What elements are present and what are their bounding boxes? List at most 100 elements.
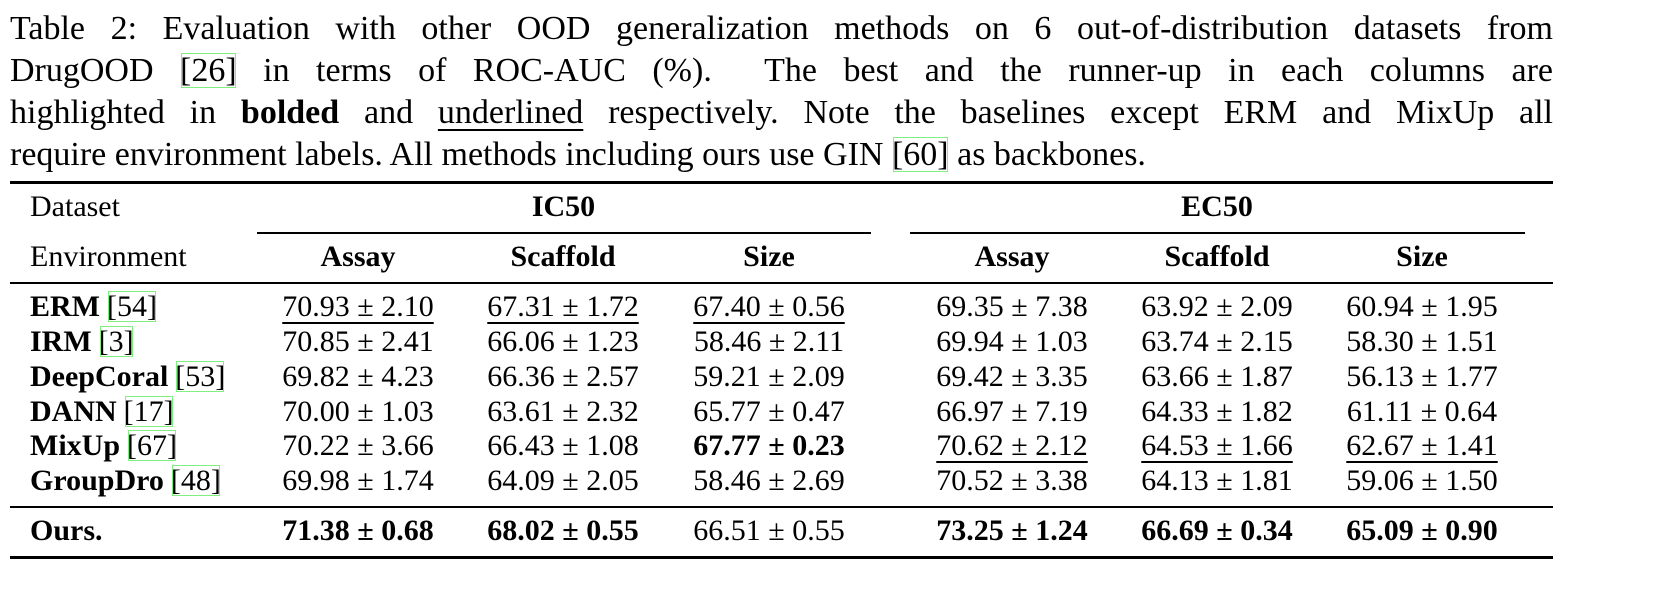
result-value: 66.69 ± 0.34 [1141, 514, 1293, 547]
caption-line: require environment labels. All methods … [10, 134, 1553, 176]
group-header: EC50 [1181, 190, 1253, 223]
result-cell: 63.66 ± 1.87 [1141, 359, 1292, 395]
result-value: 71.38 ± 0.68 [282, 514, 434, 547]
result-value: 65.77 ± 0.47 [693, 395, 845, 428]
method-name: DeepCoral [53] [30, 359, 225, 395]
result-cell: 69.94 ± 1.03 [936, 324, 1087, 360]
result-cell: 63.92 ± 2.09 [1141, 289, 1292, 325]
citation: [48] [170, 464, 221, 497]
method-name: IRM [3] [30, 324, 134, 360]
result-cell: 66.97 ± 7.19 [936, 394, 1087, 430]
result-value: 69.35 ± 7.38 [936, 290, 1088, 323]
caption-text: as backbones. [948, 136, 1146, 173]
result-cell: 65.09 ± 0.90 [1346, 513, 1497, 549]
method-name: GroupDro [48] [30, 463, 221, 499]
result-value: 58.30 ± 1.51 [1346, 325, 1498, 358]
result-value: 70.00 ± 1.03 [282, 395, 434, 428]
method-name: Ours. [30, 513, 103, 549]
result-cell: 63.61 ± 2.32 [487, 394, 638, 430]
method-name: DANN [17] [30, 394, 174, 430]
method-label: DeepCoral [30, 360, 169, 393]
result-value: 63.61 ± 2.32 [487, 395, 639, 428]
table-rule [910, 232, 1525, 234]
result-value: 66.51 ± 0.55 [693, 514, 845, 547]
header-label: Environment [30, 240, 187, 273]
citation: [3] [98, 325, 134, 358]
result-value: 63.74 ± 2.15 [1141, 325, 1293, 358]
result-cell: 70.22 ± 3.66 [282, 428, 433, 464]
result-value: 58.46 ± 2.11 [693, 325, 845, 358]
result-cell: 68.02 ± 0.55 [487, 513, 638, 549]
table-rule [257, 232, 871, 234]
result-cell: 59.06 ± 1.50 [1346, 463, 1497, 499]
result-cell: 56.13 ± 1.77 [1346, 359, 1497, 395]
result-cell: 71.38 ± 0.68 [282, 513, 433, 549]
caption-text: Table 2: Evaluation with other OOD gener… [10, 10, 1553, 47]
result-cell: 64.33 ± 1.82 [1141, 394, 1292, 430]
citation: [17] [123, 395, 174, 428]
result-cell: 64.09 ± 2.05 [487, 463, 638, 499]
table-rule [10, 181, 1553, 184]
table-rule [10, 556, 1553, 559]
citation: [54] [107, 290, 157, 323]
result-value: 65.09 ± 0.90 [1346, 514, 1498, 547]
result-cell: 66.06 ± 1.23 [487, 324, 638, 360]
result-value: 70.62 ± 2.12 [936, 429, 1088, 462]
result-value: 67.77 ± 0.23 [693, 429, 845, 462]
caption-line: DrugOOD [26] in terms of ROC-AUC (%). Th… [10, 50, 1553, 92]
method-name: ERM [54] [30, 289, 157, 325]
column-header: Size [1396, 240, 1448, 273]
method-label: Ours. [30, 514, 103, 547]
table-rule [10, 282, 1553, 284]
result-value: 62.67 ± 1.41 [1346, 429, 1498, 462]
method-name: MixUp [67] [30, 428, 177, 464]
caption-text: [60] [891, 136, 949, 173]
result-cell: 62.67 ± 1.41 [1346, 428, 1497, 464]
column-header: Assay [320, 240, 396, 273]
result-cell: 66.43 ± 1.08 [487, 428, 638, 464]
citation: [53] [175, 360, 226, 393]
result-cell: 69.98 ± 1.74 [282, 463, 433, 499]
result-cell: 70.62 ± 2.12 [936, 428, 1087, 464]
result-cell: 70.93 ± 2.10 [282, 289, 433, 325]
result-value: 64.13 ± 1.81 [1141, 464, 1293, 497]
caption-text: DrugOOD [10, 52, 181, 89]
caption-text: and [339, 94, 438, 131]
caption-text: [26] [180, 52, 237, 89]
caption-text: in terms of ROC-AUC (%). The best and th… [236, 52, 1553, 89]
caption-text: require environment labels. All methods … [10, 136, 892, 173]
result-value: 64.53 ± 1.66 [1141, 429, 1293, 462]
result-cell: 69.35 ± 7.38 [936, 289, 1087, 325]
result-cell: 67.77 ± 0.23 [693, 428, 844, 464]
result-cell: 61.11 ± 0.64 [1347, 394, 1497, 430]
result-cell: 58.30 ± 1.51 [1346, 324, 1497, 360]
result-value: 66.36 ± 2.57 [487, 360, 639, 393]
result-value: 63.92 ± 2.09 [1141, 290, 1293, 323]
result-cell: 66.36 ± 2.57 [487, 359, 638, 395]
method-label: IRM [30, 325, 92, 358]
citation: [67] [127, 429, 177, 462]
result-value: 69.82 ± 4.23 [282, 360, 434, 393]
column-header: Scaffold [510, 240, 616, 273]
result-cell: 69.82 ± 4.23 [282, 359, 433, 395]
result-cell: 66.69 ± 0.34 [1141, 513, 1292, 549]
column-header: Scaffold [1164, 240, 1270, 273]
result-value: 70.93 ± 2.10 [282, 290, 434, 323]
result-cell: 70.52 ± 3.38 [936, 463, 1087, 499]
result-value: 64.33 ± 1.82 [1141, 395, 1293, 428]
method-label: MixUp [30, 429, 120, 462]
result-cell: 64.53 ± 1.66 [1141, 428, 1292, 464]
result-value: 64.09 ± 2.05 [487, 464, 639, 497]
result-value: 67.40 ± 0.56 [693, 290, 845, 323]
group-header: IC50 [531, 190, 596, 223]
result-value: 70.52 ± 3.38 [936, 464, 1088, 497]
header-label: Dataset [30, 190, 120, 223]
result-cell: 73.25 ± 1.24 [936, 513, 1087, 549]
table-rule [10, 506, 1553, 508]
result-value: 59.06 ± 1.50 [1346, 464, 1498, 497]
result-cell: 66.51 ± 0.55 [693, 513, 844, 549]
column-header: Assay [974, 240, 1050, 273]
result-cell: 60.94 ± 1.95 [1346, 289, 1497, 325]
result-value: 66.97 ± 7.19 [936, 395, 1088, 428]
